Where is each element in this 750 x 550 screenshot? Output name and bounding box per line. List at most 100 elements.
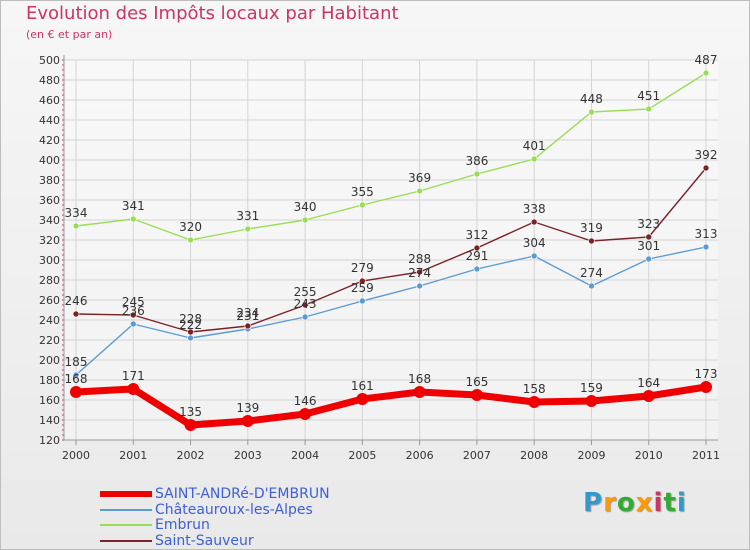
data-point [700, 381, 712, 393]
data-point [70, 386, 82, 398]
data-point [72, 310, 80, 318]
data-point [645, 233, 653, 241]
data-point [588, 282, 595, 290]
legend-swatch [100, 524, 152, 526]
x-tick-label: 2009 [577, 449, 605, 462]
data-point [530, 218, 538, 226]
data-label: 487 [695, 53, 718, 67]
data-label: 255 [294, 285, 317, 299]
data-point [473, 170, 481, 178]
data-point [530, 252, 538, 260]
series-line-1 [75, 246, 707, 376]
x-tick-label: 2011 [692, 449, 720, 462]
data-point [416, 187, 423, 195]
data-point [184, 419, 197, 431]
data-label: 301 [637, 239, 660, 253]
data-label: 341 [122, 199, 145, 213]
data-point [187, 236, 194, 244]
data-label: 168 [408, 372, 431, 386]
data-label: 228 [179, 312, 202, 326]
x-tick-label: 2000 [62, 449, 90, 462]
data-label: 234 [236, 306, 259, 320]
data-label: 231 [236, 309, 259, 323]
y-tick-label: 160 [39, 394, 60, 407]
y-tick-label: 320 [39, 234, 60, 247]
data-label: 165 [465, 375, 488, 389]
x-tick-label: 2007 [463, 449, 491, 462]
y-tick-label: 380 [39, 174, 60, 187]
data-label: 161 [351, 379, 374, 393]
data-point [359, 297, 366, 305]
x-tick-label: 2001 [119, 449, 147, 462]
data-label: 146 [294, 394, 317, 408]
y-tick-label: 500 [39, 54, 60, 67]
y-tick-label: 420 [39, 134, 60, 147]
data-point [301, 301, 309, 309]
data-point [528, 396, 541, 408]
data-point [702, 243, 710, 251]
y-tick-label: 340 [39, 214, 60, 227]
data-label: 139 [236, 401, 259, 415]
data-label: 274 [408, 266, 431, 280]
data-point [645, 255, 653, 263]
data-point [129, 320, 137, 328]
legend-label: SAINT-ANDRé-D'EMBRUN [155, 486, 330, 502]
x-tick-label: 2004 [291, 449, 319, 462]
data-point [359, 201, 366, 209]
y-tick-label: 440 [39, 114, 60, 127]
data-point [702, 164, 710, 172]
data-point [359, 277, 366, 285]
legend-swatch [100, 508, 152, 511]
plot-area [64, 60, 718, 440]
proxiti-logo: Proxiti [583, 488, 687, 518]
data-label: 319 [580, 221, 603, 235]
chart-title: Evolution des Impôts locaux par Habitant [26, 3, 399, 24]
data-label: 313 [695, 227, 718, 241]
data-label: 448 [580, 92, 603, 106]
data-point [642, 390, 655, 402]
data-label: 386 [465, 154, 488, 168]
data-point [413, 386, 426, 398]
y-tick-label: 300 [39, 254, 60, 267]
x-tick-label: 2008 [520, 449, 548, 462]
data-point [301, 216, 309, 224]
data-point [129, 311, 137, 319]
data-label: 288 [408, 252, 431, 266]
data-label: 246 [65, 294, 88, 308]
data-point [588, 108, 595, 116]
legend-label: Châteauroux-les-Alpes [155, 501, 313, 518]
data-point [585, 395, 598, 407]
y-tick-label: 280 [39, 274, 60, 287]
data-point [530, 155, 538, 163]
data-label: 334 [65, 206, 88, 220]
data-point [72, 222, 80, 230]
data-point [473, 265, 481, 273]
series-line-0 [72, 383, 710, 429]
data-label: 135 [179, 405, 202, 419]
data-label: 158 [523, 382, 546, 396]
data-label: 331 [236, 209, 259, 223]
legend-label: Embrun [155, 517, 210, 533]
data-point [356, 393, 369, 405]
data-point [127, 383, 140, 395]
data-point [187, 334, 194, 342]
data-point [187, 328, 194, 336]
data-point [416, 268, 423, 276]
data-label: 279 [351, 261, 374, 275]
data-point [473, 244, 481, 252]
data-point [299, 408, 312, 420]
chart-subtitle: (en € et par an) [26, 28, 113, 41]
data-point [241, 415, 254, 427]
legend-swatch [100, 491, 152, 497]
data-label: 243 [294, 297, 317, 311]
x-tick-label: 2003 [234, 449, 262, 462]
data-label: 312 [465, 228, 488, 242]
data-point [72, 371, 80, 379]
data-label: 355 [351, 185, 374, 199]
data-label: 245 [122, 295, 145, 309]
data-point [645, 105, 653, 113]
data-label: 323 [637, 217, 660, 231]
y-tick-label: 120 [39, 434, 60, 447]
series-line-3 [75, 167, 707, 333]
